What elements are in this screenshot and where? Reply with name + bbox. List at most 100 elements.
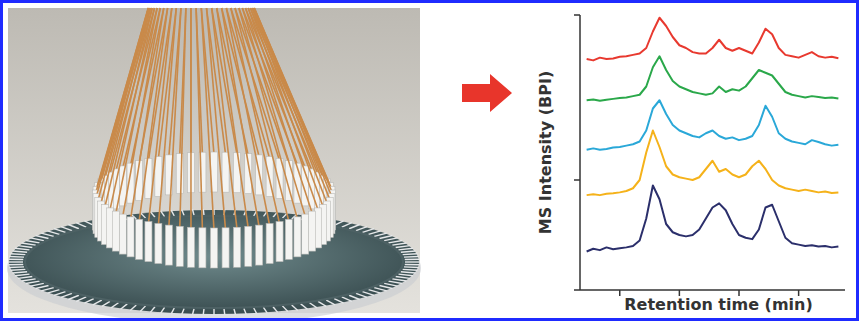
- capillary: [131, 8, 164, 219]
- wafer-tooth: [403, 253, 418, 255]
- wafer-tooth: [369, 231, 381, 235]
- trace: [587, 186, 839, 252]
- wafer-tooth: [349, 295, 360, 299]
- wafer-tooth: [310, 303, 318, 308]
- capillary: [196, 8, 202, 230]
- wafer-tooth: [388, 240, 402, 242]
- wafer-tooth: [54, 229, 66, 233]
- trace: [587, 18, 839, 61]
- wafer-tooth: [22, 243, 36, 245]
- wafer-tooth: [401, 251, 416, 252]
- capillary: [201, 8, 214, 230]
- wafer-tooth: [405, 261, 420, 262]
- wafer-tooth: [61, 227, 72, 231]
- wafer-tooth: [396, 277, 410, 279]
- wafer-tooth: [26, 240, 40, 242]
- wafer-tooth: [349, 225, 360, 229]
- wafer-tooth: [234, 309, 236, 315]
- capillary: [180, 8, 186, 228]
- wafer-tooth: [171, 210, 174, 216]
- wafer-tooth: [102, 301, 110, 306]
- wafer-tooth: [171, 308, 174, 314]
- y-tick: [574, 289, 580, 291]
- holder: [176, 226, 183, 266]
- wafer-tooth: [398, 274, 412, 276]
- wafer-tooth: [404, 256, 419, 258]
- wafer-tooth: [223, 309, 225, 315]
- wafer-tooth: [396, 246, 410, 248]
- wafer-tooth: [30, 238, 43, 241]
- y-tick: [574, 179, 580, 181]
- photo-background: [8, 8, 420, 313]
- capillary: [148, 8, 171, 224]
- wafer-tooth: [292, 305, 298, 310]
- wafer-tooth: [11, 269, 26, 271]
- wafer-tooth: [22, 279, 36, 281]
- x-tick: [619, 290, 621, 296]
- holder: [112, 211, 119, 251]
- wafer-tooth: [374, 233, 387, 236]
- x-axis-label: Retention time (min): [624, 295, 813, 314]
- holder: [294, 217, 301, 257]
- wafer-tooth: [54, 292, 66, 296]
- wafer-tooth: [61, 293, 72, 297]
- photo: [7, 8, 421, 318]
- wafer-tooth: [130, 305, 136, 310]
- y-tick: [574, 14, 580, 16]
- wafer-tooth: [36, 236, 49, 239]
- wafer-tooth: [388, 281, 402, 283]
- wafer-tooth: [8, 259, 23, 261]
- wafer-tooth: [282, 306, 287, 312]
- trace: [587, 131, 839, 196]
- wafer-tooth: [244, 308, 246, 314]
- wafer-tooth: [401, 272, 416, 273]
- holder: [222, 152, 229, 192]
- wafer-tooth: [403, 269, 418, 271]
- trace: [587, 56, 839, 101]
- wafer-tooth: [8, 264, 23, 266]
- wafer-tooth: [356, 227, 367, 231]
- capillary: [248, 8, 318, 174]
- wafer-tooth: [18, 246, 32, 248]
- wafer-tooth: [356, 293, 367, 297]
- capillary: [207, 8, 226, 230]
- wafer-tooth: [203, 309, 205, 315]
- wafer-tooth: [405, 264, 420, 266]
- wafer-tooth: [41, 233, 54, 236]
- wafer-tooth: [18, 277, 32, 279]
- holder: [256, 225, 263, 265]
- holder: [136, 219, 143, 259]
- holder: [302, 214, 309, 254]
- wafer-tooth: [13, 251, 28, 252]
- holder: [234, 153, 241, 193]
- wafer-tooth: [8, 261, 23, 262]
- wafer-tooth: [76, 297, 86, 301]
- canvas: MS Intensity (BPI)Retention time (min): [3, 3, 856, 318]
- wafer-tooth: [13, 272, 28, 273]
- wafer-tooth: [15, 248, 29, 250]
- wafer-tooth: [192, 309, 194, 315]
- wafer-tooth: [342, 297, 352, 301]
- wafer-tooth: [392, 279, 406, 281]
- capillary: [190, 8, 192, 229]
- wafer-tooth: [369, 290, 381, 294]
- wafer-tooth: [47, 290, 59, 294]
- wafer-tooth: [326, 300, 335, 305]
- plot-lines: [587, 18, 839, 252]
- wafer-tooth: [68, 295, 79, 299]
- wafer-tooth: [140, 306, 145, 312]
- capillary: [231, 8, 280, 224]
- wafer-tooth: [263, 307, 267, 313]
- wafer-tooth: [11, 253, 26, 255]
- arrow: [462, 74, 512, 112]
- holder: [211, 228, 218, 268]
- axes: [574, 15, 845, 296]
- wafer-tooth: [192, 209, 194, 215]
- wafer-tooth: [398, 248, 412, 250]
- wafer-tooth: [84, 299, 93, 304]
- holder: [127, 217, 134, 257]
- wafer-tooth: [15, 274, 29, 276]
- holder: [199, 228, 206, 268]
- wafer-tooth: [36, 286, 49, 289]
- capillary: [222, 8, 260, 227]
